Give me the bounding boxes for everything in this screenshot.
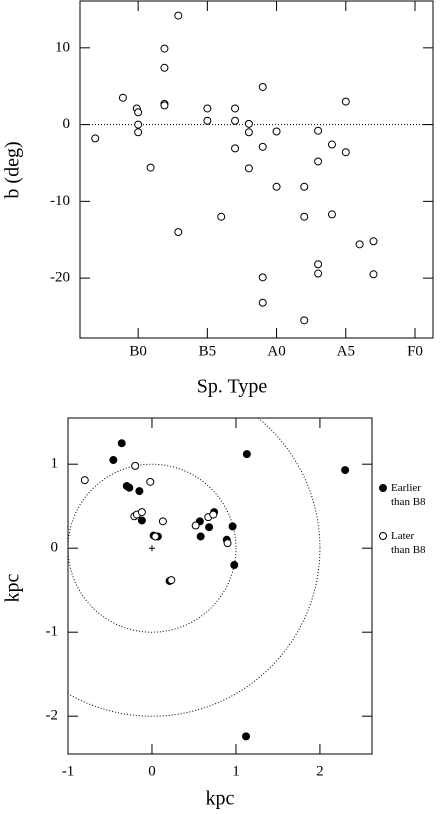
origin-marker [148, 545, 155, 552]
data-point [230, 561, 239, 569]
y-axis-label: b (deg) [2, 141, 24, 198]
data-point [196, 532, 205, 541]
x-tick-label: -1 [62, 763, 75, 779]
distance-circle [68, 463, 237, 633]
data-point [341, 97, 350, 106]
data-point [137, 508, 146, 517]
data-point [341, 148, 350, 157]
data-point [314, 126, 323, 135]
x-tick-label: 2 [316, 763, 324, 779]
data-point [146, 163, 155, 172]
data-point [258, 273, 267, 282]
x-tick-label: F0 [407, 343, 423, 359]
data-point [272, 182, 281, 191]
legend-marker [379, 484, 387, 492]
data-point [205, 523, 214, 532]
data-point [300, 316, 309, 325]
x-tick-label: 0 [148, 763, 156, 779]
data-point [314, 260, 323, 269]
legend-marker [379, 532, 387, 540]
data-point [327, 140, 336, 149]
data-point [174, 11, 183, 20]
data-point [134, 108, 143, 117]
data-point [203, 104, 212, 113]
data-point [131, 461, 140, 470]
data-point [117, 439, 126, 448]
data-point [300, 212, 309, 221]
data-point [231, 144, 240, 153]
data-point [125, 483, 134, 492]
x-tick-label: 1 [232, 763, 240, 779]
data-point [80, 476, 89, 485]
legend-label: Later than B8 [391, 530, 426, 556]
data-point [167, 576, 176, 585]
y-axis-label: kpc [2, 573, 24, 602]
data-point [258, 142, 267, 151]
data-point [174, 228, 183, 237]
plot-frame [67, 417, 373, 755]
data-point [244, 164, 253, 173]
data-point [341, 466, 350, 475]
data-point [217, 212, 226, 221]
data-point [242, 732, 251, 741]
data-point [369, 237, 378, 246]
data-point [118, 93, 127, 102]
data-point [160, 44, 169, 53]
data-point [314, 157, 323, 166]
data-point [369, 270, 378, 279]
data-point [146, 477, 155, 486]
data-point [327, 210, 336, 219]
data-point [151, 532, 160, 541]
data-point [300, 182, 309, 191]
data-point [158, 517, 167, 526]
data-point [160, 101, 169, 110]
data-point [272, 127, 281, 136]
data-point [231, 104, 240, 113]
data-point [244, 119, 253, 128]
distance-circle [68, 418, 321, 717]
data-point [314, 269, 323, 278]
plot-frame [79, 0, 434, 339]
data-point [134, 128, 143, 137]
data-point [258, 298, 267, 307]
data-point [223, 539, 232, 548]
data-point [135, 487, 144, 496]
y-tick-label: -10 [50, 193, 70, 209]
y-tick-label: -20 [50, 270, 70, 286]
data-point [203, 116, 212, 125]
data-point [355, 240, 364, 249]
data-point [91, 134, 100, 143]
data-point [137, 516, 146, 525]
data-point [160, 63, 169, 72]
plot: -1 0 1 2 -2 -1 0 1 kpc kpc Earlier than B8 Later than… [2, 417, 426, 810]
x-tick-label: B5 [199, 343, 217, 359]
data-point [228, 522, 237, 531]
plot-area [68, 418, 350, 741]
y-tick-label: 1 [51, 456, 59, 472]
x-tick-label: A0 [267, 343, 285, 359]
plot: B0 B5 A0 A5 F0 -20 -10 0 10 b (deg) Sp. Type [2, 0, 434, 398]
y-tick-label: 0 [51, 540, 59, 556]
x-tick-label: A5 [337, 343, 355, 359]
x-tick-label: B0 [129, 343, 147, 359]
data-point [231, 116, 240, 125]
y-tick-label: 0 [63, 116, 71, 132]
data-point [209, 510, 218, 519]
legend-label: Earlier than B8 [391, 482, 426, 508]
data-point [191, 521, 200, 530]
plot-area [80, 11, 433, 325]
data-point [242, 450, 251, 459]
data-point [134, 120, 143, 129]
data-point [258, 82, 267, 91]
x-axis-label: Sp. Type [197, 376, 268, 398]
x-axis-label: kpc [206, 788, 235, 810]
y-tick-label: -2 [46, 708, 59, 724]
data-point [109, 456, 118, 464]
y-tick-label: 10 [55, 39, 70, 55]
y-tick-label: -1 [46, 624, 59, 640]
data-point [244, 128, 253, 137]
